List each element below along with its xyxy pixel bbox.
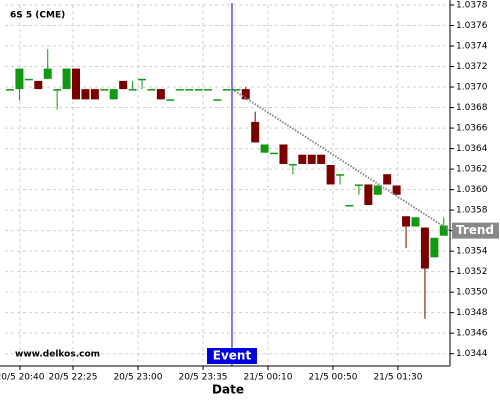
candle-body bbox=[204, 89, 213, 91]
y-tick-label: 1.0378 bbox=[456, 1, 488, 11]
candle-body bbox=[288, 163, 297, 166]
x-tick-label: 20/5 23:35 bbox=[179, 373, 228, 383]
candle-body bbox=[109, 89, 118, 100]
candle-body bbox=[430, 237, 439, 258]
candle-body bbox=[81, 89, 90, 100]
event-label-box bbox=[206, 348, 257, 364]
candle-body bbox=[251, 121, 260, 143]
candle-body bbox=[411, 217, 420, 227]
candle-body bbox=[336, 174, 345, 176]
candle-body bbox=[232, 89, 241, 91]
trend-label: Trend bbox=[456, 223, 494, 237]
candle-body bbox=[260, 144, 269, 153]
y-tick-label: 1.0374 bbox=[456, 42, 488, 52]
candle-body bbox=[119, 80, 128, 90]
x-tick-label: 21/5 00:10 bbox=[243, 373, 292, 383]
candle-body bbox=[213, 99, 222, 101]
y-tick-label: 1.0352 bbox=[456, 267, 488, 277]
candle-body bbox=[53, 89, 62, 91]
candle-body bbox=[100, 89, 109, 91]
candle-body bbox=[62, 68, 71, 90]
x-tick-label: 20/5 22:25 bbox=[48, 373, 97, 383]
watermark: www.delkos.com bbox=[15, 350, 100, 360]
candle-body bbox=[307, 154, 316, 164]
x-axis-label: Date bbox=[212, 383, 244, 397]
candle-body bbox=[185, 89, 194, 91]
candle-body bbox=[147, 89, 156, 91]
candle-body bbox=[5, 89, 14, 91]
y-tick-label: 1.0360 bbox=[456, 185, 488, 195]
x-tick-label: 20/5 20:40 bbox=[0, 373, 45, 383]
candle-body bbox=[326, 164, 335, 185]
candle-body bbox=[15, 68, 24, 90]
candle-body bbox=[34, 80, 43, 90]
candle-body bbox=[354, 184, 363, 186]
candle-body bbox=[156, 89, 165, 100]
y-tick-label: 1.0364 bbox=[456, 144, 488, 154]
chart-title: 6S 5 (CME) bbox=[10, 11, 65, 21]
candle-body bbox=[364, 184, 373, 205]
candle-body bbox=[392, 185, 401, 195]
candle-body bbox=[241, 89, 250, 100]
y-tick-label: 1.0372 bbox=[456, 62, 488, 72]
y-tick-label: 1.0354 bbox=[456, 247, 488, 257]
candle-body bbox=[270, 152, 279, 155]
trend-line bbox=[231, 88, 451, 232]
candle-body bbox=[138, 78, 147, 81]
y-tick-label: 1.0370 bbox=[456, 83, 488, 93]
y-tick-label: 1.0350 bbox=[456, 288, 488, 298]
candle-body bbox=[383, 174, 392, 185]
y-tick-label: 1.0362 bbox=[456, 165, 488, 175]
candle-body bbox=[317, 154, 326, 164]
y-tick-label: 1.0368 bbox=[456, 103, 488, 113]
y-tick-label: 1.0344 bbox=[456, 349, 488, 359]
event-label: Event bbox=[213, 349, 252, 363]
candle-body bbox=[298, 154, 307, 164]
y-tick-label: 1.0366 bbox=[456, 124, 488, 134]
candle-body bbox=[128, 89, 137, 91]
candle-body bbox=[90, 89, 99, 100]
candle-body bbox=[373, 185, 382, 195]
y-tick-label: 1.0348 bbox=[456, 308, 488, 318]
candle-body bbox=[72, 68, 81, 100]
candle-body bbox=[279, 144, 288, 164]
y-tick-label: 1.0376 bbox=[456, 21, 488, 31]
candle-body bbox=[402, 216, 411, 227]
x-tick-label: 21/5 01:30 bbox=[373, 373, 422, 383]
y-tick-label: 1.0346 bbox=[456, 329, 488, 339]
candle-body bbox=[194, 89, 203, 91]
trend-label-box bbox=[452, 222, 499, 239]
candle-body bbox=[222, 89, 231, 91]
x-tick-label: 20/5 23:00 bbox=[113, 373, 162, 383]
candle-body bbox=[345, 204, 354, 207]
candle-body bbox=[166, 99, 175, 101]
candle-body bbox=[439, 225, 448, 236]
candle-body bbox=[24, 78, 33, 81]
y-tick-label: 1.0358 bbox=[456, 206, 488, 216]
x-tick-label: 21/5 00:50 bbox=[308, 373, 357, 383]
candle-body bbox=[175, 89, 184, 91]
candle-body bbox=[420, 227, 429, 269]
candle-body bbox=[43, 68, 52, 79]
